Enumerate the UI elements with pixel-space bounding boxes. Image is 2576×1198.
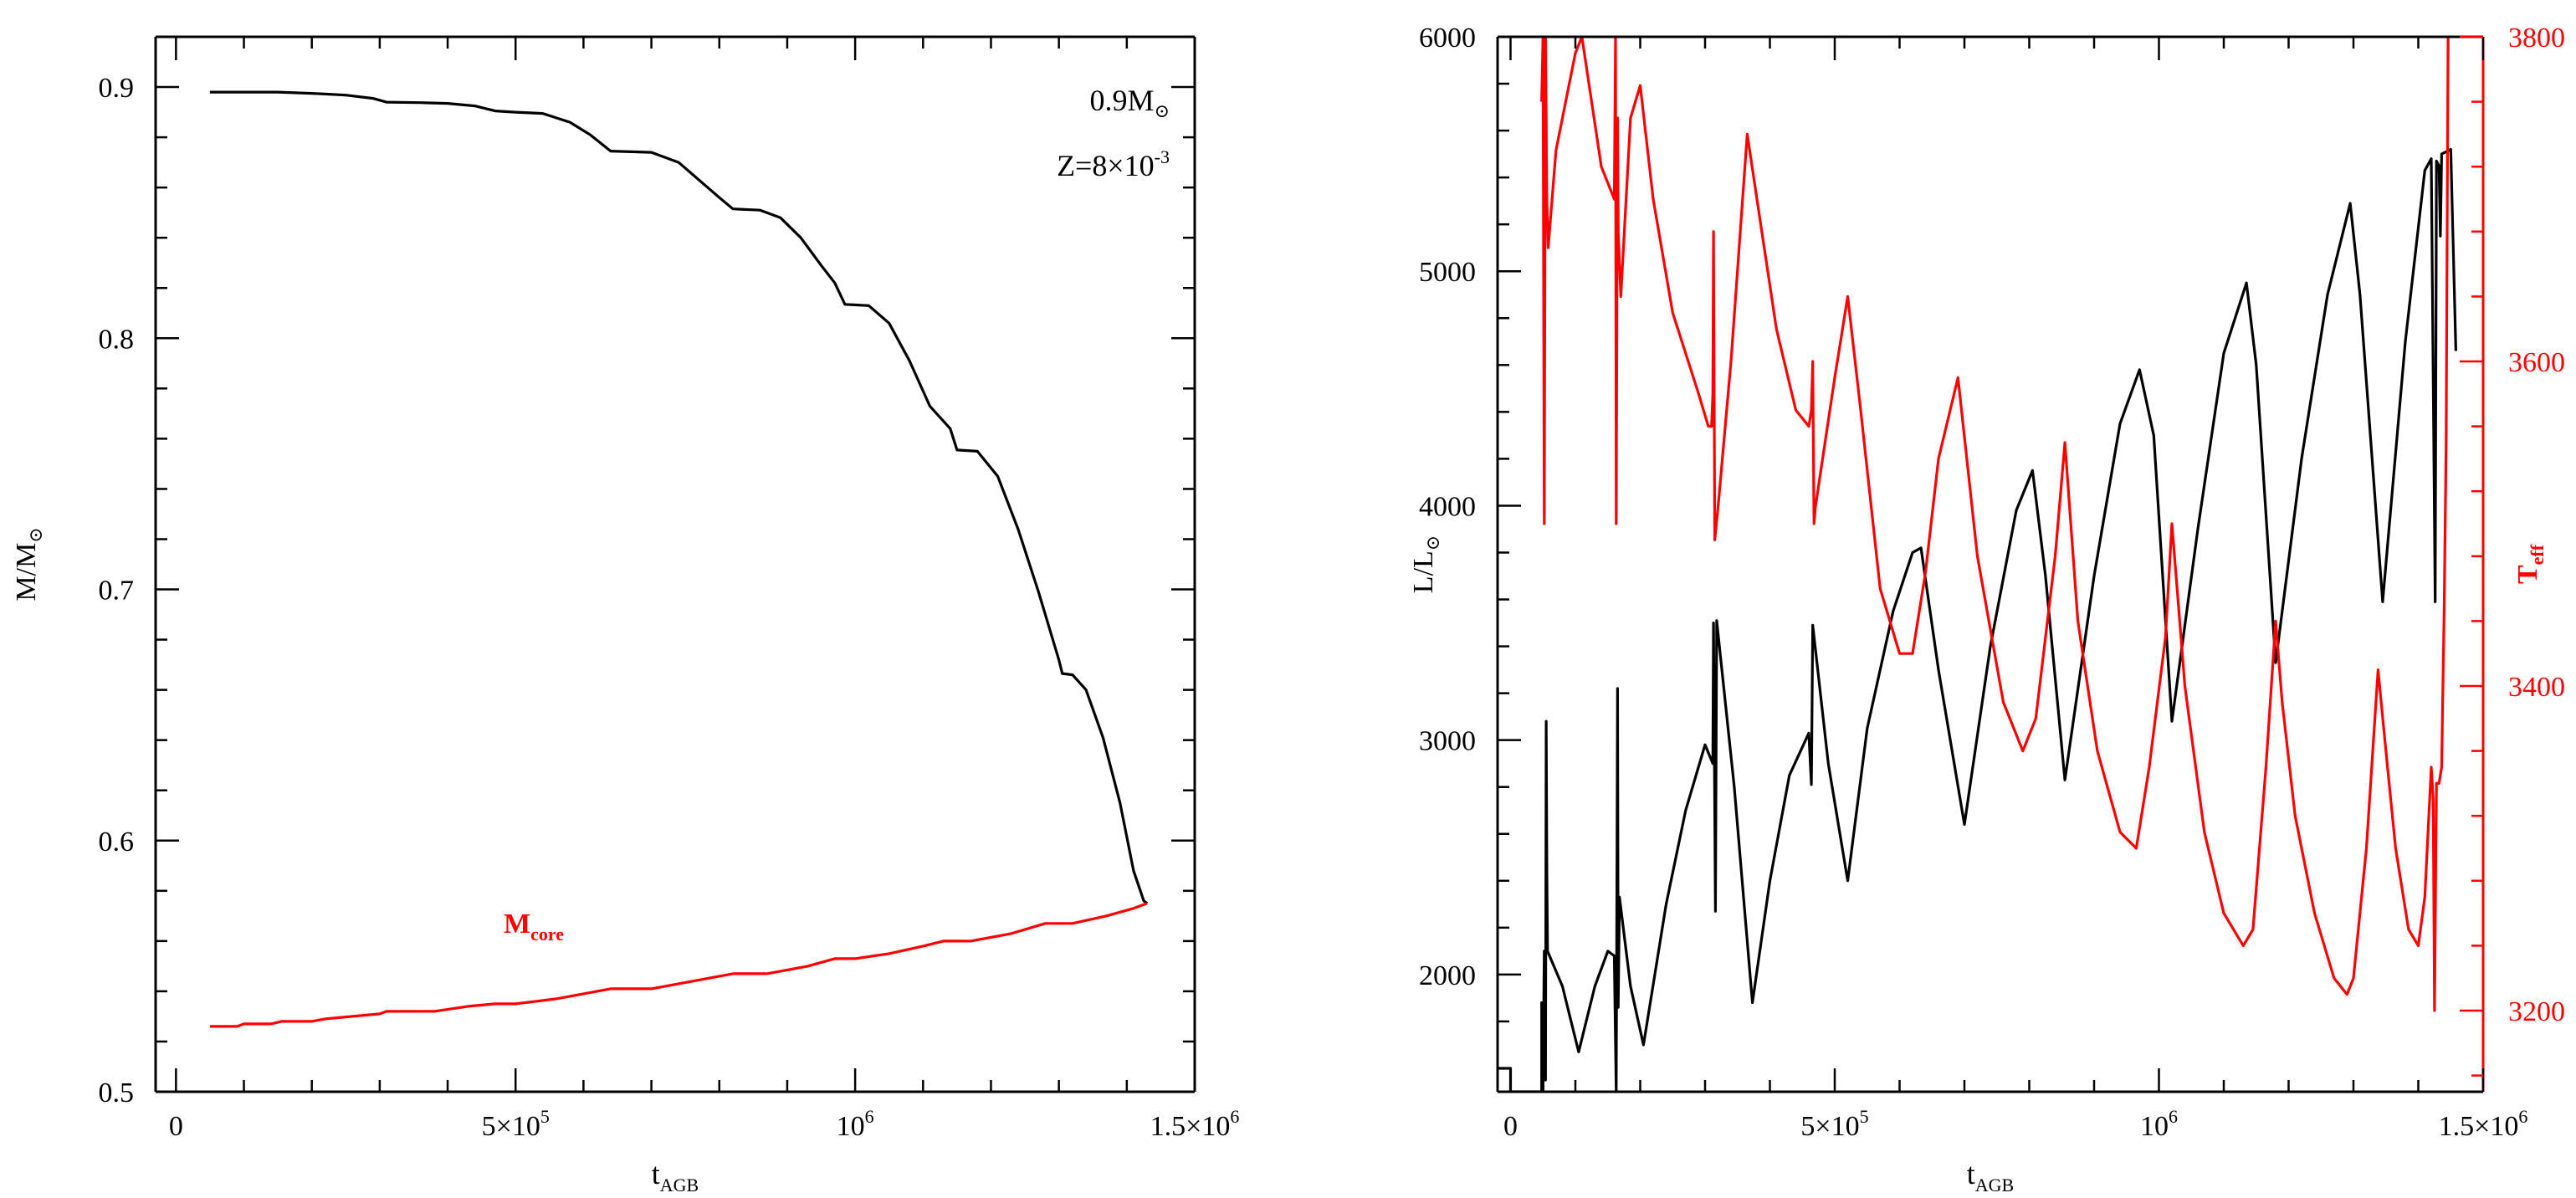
- y-tick-label: 4000: [1419, 491, 1476, 522]
- y-tick-label: 0.7: [99, 576, 135, 607]
- x-tick-label: 5×105: [482, 1106, 550, 1142]
- y2-tick-label: 3200: [2508, 996, 2565, 1027]
- annotation-metallicity: Z=8×10-3: [1057, 146, 1170, 182]
- y-tick-label: 0.9: [99, 73, 135, 104]
- y-tick-label: 3000: [1419, 726, 1476, 757]
- x-tick-label: 0: [169, 1111, 183, 1142]
- series-line-m-core: [209, 902, 1148, 1028]
- series-line-m: [209, 90, 1149, 905]
- y-axis-label: L/L⊙: [1408, 535, 1443, 593]
- y2-tick-label: 3400: [2508, 672, 2565, 703]
- x-tick-label: 1.5×106: [1150, 1106, 1240, 1142]
- series-label-m-core: Mcore: [504, 909, 564, 945]
- y-tick-label: 0.8: [99, 324, 135, 355]
- y2-axis-label: Teff: [2512, 544, 2548, 584]
- x-tick-label: 0: [1503, 1111, 1518, 1142]
- right-panel-luminosity-teff: 0 5×105 106 1.5×106 2000 3000 4000 5000 6000 3200…: [1408, 23, 2565, 1195]
- y-tick-label: 5000: [1419, 257, 1476, 288]
- y-axis-label: M/M⊙: [11, 527, 46, 601]
- y-tick-label: 6000: [1419, 23, 1476, 54]
- y-tick-label: 0.5: [99, 1078, 135, 1108]
- y-tick-label: 0.6: [99, 827, 135, 858]
- x-axis-label: tAGB: [1967, 1157, 2014, 1195]
- x-tick-label: 1.5×106: [2439, 1106, 2528, 1142]
- x-axis-label: tAGB: [652, 1157, 699, 1195]
- y2-tick-label: 3800: [2508, 23, 2565, 54]
- annotation-mass: 0.9M⊙: [1090, 84, 1170, 121]
- y2-tick-label: 3600: [2508, 347, 2565, 378]
- x-tick-label: 106: [837, 1106, 874, 1142]
- x-tick-label: 5×105: [1800, 1106, 1868, 1142]
- series-line-t-eff: [1540, 37, 2450, 1012]
- y-tick-label: 2000: [1419, 960, 1476, 991]
- x-tick-label: 106: [2140, 1106, 2178, 1142]
- left-panel-mass: 0 5×105 106 1.5×106 0.5 0.6 0.7 0.8 0.9 tAGB M/M⊙ 0…: [11, 35, 1240, 1195]
- series-line-l-l-: [1498, 147, 2457, 1092]
